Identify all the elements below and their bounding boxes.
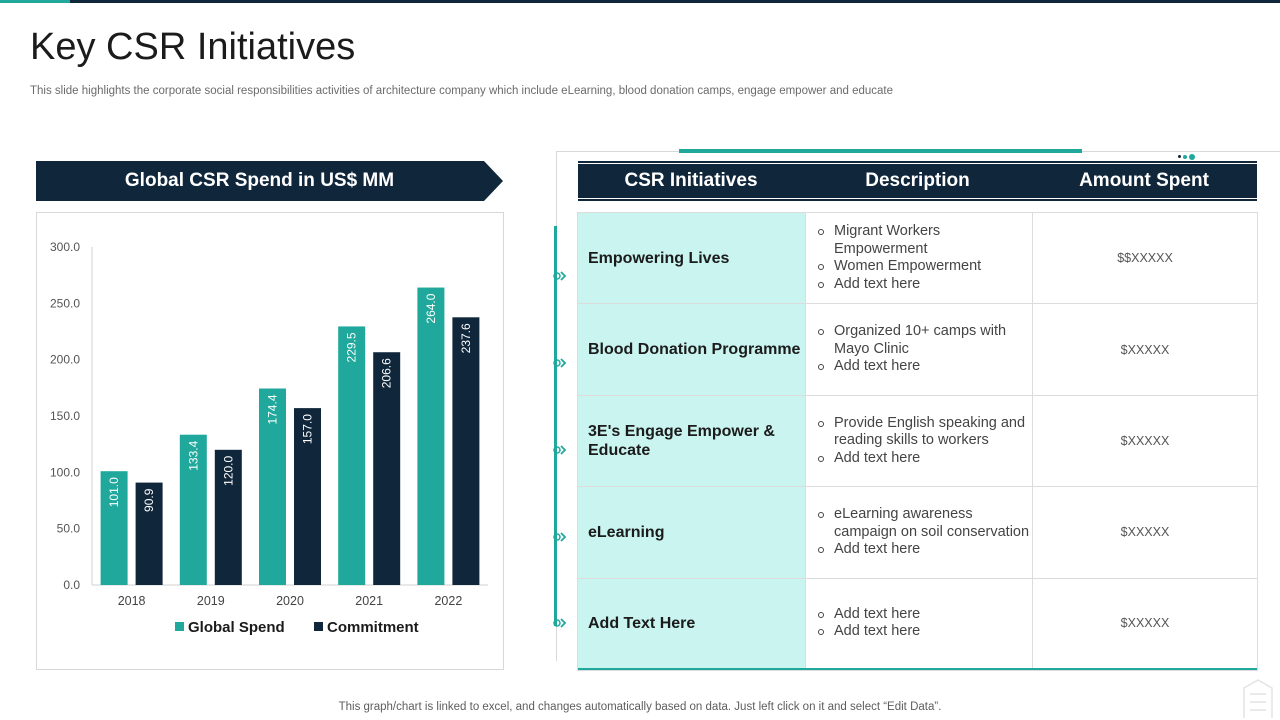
- x-tick-label: 2018: [118, 594, 146, 608]
- x-tick-label: 2019: [197, 594, 225, 608]
- bar-chart[interactable]: 0.0 50.0 100.0 150.0 200.0 250.0 300.0 101.0 90.…: [36, 212, 504, 670]
- bar-global-spend: [338, 326, 366, 585]
- y-tick-label: 250.0: [50, 296, 80, 310]
- timeline-node-icon: [553, 445, 567, 455]
- initiative-name: Empowering Lives: [578, 213, 805, 304]
- description-cell: eLearning awareness campaign on soil con…: [805, 487, 1032, 578]
- chart-banner-label: Global CSR Spend in US$ MM: [124, 170, 395, 191]
- legend-swatch: [314, 622, 323, 631]
- legend-swatch: [175, 622, 184, 631]
- initiative-name: Blood Donation Programme: [578, 304, 805, 395]
- dot-icon: [1183, 154, 1187, 159]
- decorative-dots: [1178, 148, 1197, 166]
- description-cell: Migrant Workers Empowerment Women Empowe…: [805, 213, 1032, 304]
- header-description: Description: [865, 170, 970, 191]
- table-row: 3E's Engage Empower & Educate Provide En…: [578, 395, 1257, 488]
- description-cell: Organized 10+ camps with Mayo Clinic Add…: [805, 304, 1032, 395]
- bar-global-spend: [179, 434, 207, 585]
- bar-commitment: [135, 482, 163, 585]
- chart-banner: Global CSR Spend in US$ MM: [36, 161, 503, 201]
- bar-commitment: [294, 408, 321, 585]
- bar-global-spend: [100, 471, 128, 585]
- bar-data-label: 174.4: [266, 394, 280, 424]
- description-bullet: Add text here: [816, 606, 920, 624]
- timeline-node-icon: [553, 358, 567, 368]
- amount-cell: $XXXXX: [1032, 395, 1257, 487]
- description-cell: Add text here Add text here: [805, 578, 1032, 668]
- top-accent-bar: [0, 0, 70, 3]
- header-rule-bottom: [578, 198, 1257, 199]
- timeline-node-icon: [553, 271, 567, 281]
- y-tick-label: 0.0: [63, 578, 80, 592]
- timeline-line: [554, 226, 557, 626]
- amount-cell: $$XXXXX: [1032, 213, 1257, 304]
- description-bullet: Migrant Workers Empowerment: [816, 223, 1032, 258]
- table-row: Empowering Lives Migrant Workers Empower…: [578, 213, 1257, 305]
- bar-data-label: 206.6: [380, 358, 394, 388]
- decorative-progress-bar: [679, 149, 1082, 153]
- y-tick-label: 300.0: [50, 240, 80, 254]
- header-csr-initiatives: CSR Initiatives: [624, 170, 758, 191]
- initiatives-table: Empowering Lives Migrant Workers Empower…: [577, 212, 1258, 671]
- description-bullet: eLearning awareness campaign on soil con…: [816, 506, 1032, 541]
- description-cell: Provide English speaking and reading ski…: [805, 395, 1032, 487]
- initiative-name: 3E's Engage Empower & Educate: [578, 395, 805, 487]
- y-tick-label: 200.0: [50, 353, 80, 367]
- bar-commitment: [373, 352, 401, 585]
- bar-data-label: 229.5: [345, 332, 359, 362]
- initiative-name: eLearning: [578, 487, 805, 578]
- page-title: Key CSR Initiatives: [30, 26, 356, 68]
- bar-data-label: 120.0: [221, 455, 235, 485]
- legend-label: Global Spend: [188, 619, 285, 636]
- description-bullet: Organized 10+ camps with Mayo Clinic: [816, 323, 1032, 358]
- bar-data-label: 101.0: [107, 477, 121, 507]
- bar-data-label: 157.0: [301, 414, 315, 444]
- x-tick-label: 2022: [434, 594, 462, 608]
- y-tick-label: 100.0: [50, 465, 80, 479]
- bar-data-label: 237.6: [459, 323, 473, 353]
- dot-icon: [1189, 153, 1195, 160]
- bar-commitment: [214, 449, 242, 585]
- y-tick-label: 150.0: [50, 409, 80, 423]
- bar-data-label: 133.4: [186, 440, 200, 470]
- amount-cell: $XXXXX: [1032, 578, 1257, 668]
- bar-data-label: 90.9: [142, 488, 156, 512]
- x-tick-label: 2020: [276, 594, 304, 608]
- description-bullet: Add text here: [816, 358, 1032, 376]
- legend-label: Commitment: [327, 619, 419, 636]
- header-amount-spent: Amount Spent: [1079, 170, 1209, 191]
- y-tick-label: 50.0: [57, 522, 81, 536]
- table-row: eLearning eLearning awareness campaign o…: [578, 487, 1257, 579]
- building-illustration-icon: [1243, 679, 1273, 718]
- bar-global-spend: [259, 388, 286, 585]
- amount-cell: $XXXXX: [1032, 304, 1257, 395]
- top-border: [0, 0, 1280, 3]
- dot-icon: [1178, 155, 1181, 159]
- bar-commitment: [452, 317, 480, 585]
- description-bullet: Women Empowerment: [816, 258, 1032, 276]
- page-subtitle: This slide highlights the corporate soci…: [30, 85, 893, 97]
- x-tick-label: 2021: [355, 594, 383, 608]
- table-row: Add Text Here Add text here Add text her…: [578, 578, 1257, 670]
- description-bullet: Add text here: [816, 276, 1032, 294]
- footer-note: This graph/chart is linked to excel, and…: [338, 701, 942, 713]
- table-header: CSR Initiatives Description Amount Spent: [578, 161, 1257, 201]
- description-bullet: Add text here: [816, 623, 920, 641]
- amount-cell: $XXXXX: [1032, 487, 1257, 578]
- timeline-node-icon: [553, 532, 567, 542]
- description-bullet: Provide English speaking and reading ski…: [816, 415, 1032, 450]
- description-bullet: Add text here: [816, 541, 1032, 559]
- header-rule-top: [578, 163, 1257, 164]
- bar-data-label: 264.0: [424, 293, 438, 323]
- description-bullet: Add text here: [816, 450, 1032, 468]
- table-row: Blood Donation Programme Organized 10+ c…: [578, 304, 1257, 396]
- chart-frame: [36, 212, 504, 670]
- bar-global-spend: [417, 287, 445, 585]
- timeline-node-icon: [553, 618, 567, 628]
- initiative-name: Add Text Here: [578, 578, 805, 668]
